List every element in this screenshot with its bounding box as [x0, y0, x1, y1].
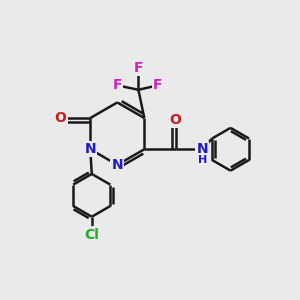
Text: F: F [113, 78, 122, 92]
Text: N: N [85, 142, 96, 156]
Text: F: F [153, 78, 163, 92]
Text: H: H [198, 155, 207, 165]
Text: O: O [55, 111, 67, 125]
Text: N: N [112, 158, 123, 172]
Text: N: N [196, 142, 208, 156]
Text: F: F [134, 61, 143, 74]
Text: O: O [169, 112, 181, 127]
Text: Cl: Cl [84, 228, 99, 242]
